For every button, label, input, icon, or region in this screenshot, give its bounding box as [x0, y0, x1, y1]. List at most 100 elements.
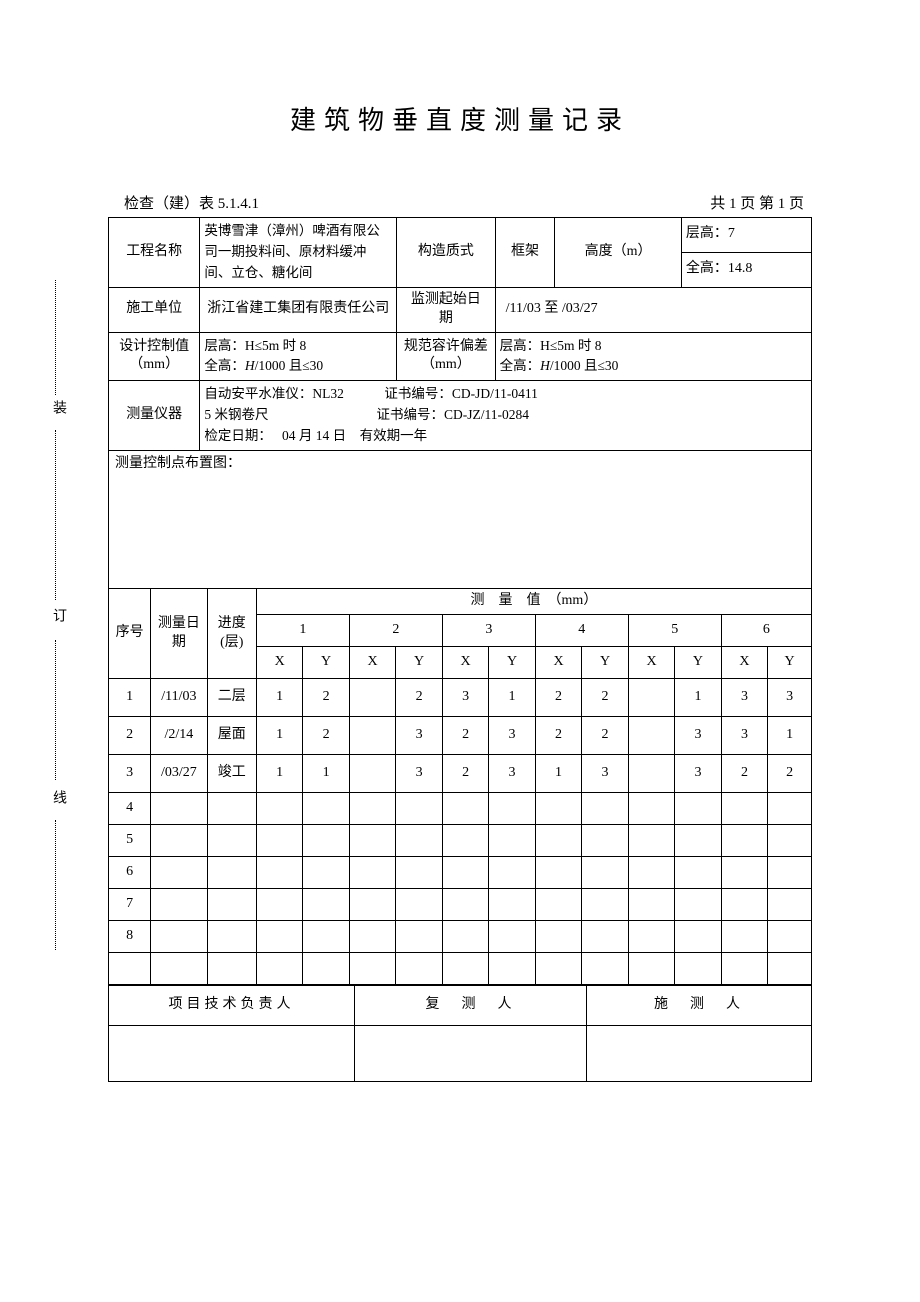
cell-value [489, 889, 535, 921]
instrument-value: 自动安平水准仪：NL32 证书编号：CD-JD/11-0411 5 米钢卷尺 证… [200, 381, 812, 451]
cell-value: 1 [535, 755, 581, 793]
cell-value [675, 825, 721, 857]
ctrl-pt-layout-area [109, 478, 812, 588]
table-row: 1/11/03二层1223122133 [109, 679, 812, 717]
measurement-table: 序号 测量日期 进度(层) 测 量 值 （mm） 1 2 3 4 5 6 XY … [108, 588, 812, 985]
table-row: 7 [109, 889, 812, 921]
side-char-zhuang: 装 [48, 400, 68, 418]
spec-tol-value: 层高：H≤5m 时 8 全高：H/1000 且≤30 [495, 332, 811, 381]
cell-seq: 6 [109, 857, 151, 889]
xy-header: X [256, 647, 302, 679]
contractor: 浙江省建工集团有限责任公司 [200, 287, 397, 332]
cell-value [396, 953, 442, 985]
table-row: 6 [109, 857, 812, 889]
xy-header: X [535, 647, 581, 679]
table-row: 8 [109, 921, 812, 953]
cell-seq [109, 953, 151, 985]
cell-seq: 7 [109, 889, 151, 921]
cell-seq: 2 [109, 717, 151, 755]
cell-value [582, 953, 628, 985]
cell-value [256, 921, 302, 953]
label-rechecker: 复 测 人 [355, 986, 587, 1026]
info-table: 工程名称 英博雪津（漳州）啤酒有限公司一期投料间、原材料缓冲间、立仓、糖化间 构… [108, 217, 812, 588]
cell-value [582, 793, 628, 825]
cell-value [721, 889, 767, 921]
cell-seq: 8 [109, 921, 151, 953]
point-3: 3 [442, 615, 535, 647]
label-height-m: 高度（m） [555, 218, 682, 288]
cell-value: 1 [675, 679, 721, 717]
cell-date [151, 793, 207, 825]
point-1: 1 [256, 615, 349, 647]
cell-floor: 二层 [207, 679, 256, 717]
document-title: 建筑物垂直度测量记录 [108, 100, 812, 137]
label-structure-type: 构造质式 [397, 218, 495, 288]
cell-value [675, 953, 721, 985]
cell-value [768, 921, 812, 953]
xy-header: Y [675, 647, 721, 679]
cell-date: /11/03 [151, 679, 207, 717]
cell-value [721, 793, 767, 825]
total-height: 14.8 [728, 261, 753, 276]
xy-header: Y [303, 647, 349, 679]
cell-value [303, 857, 349, 889]
label-spec-tol: 规范容许偏差（mm） [397, 332, 495, 381]
cell-value [349, 889, 395, 921]
cell-value: 3 [489, 755, 535, 793]
page-info: 共 1 页 第 1 页 [710, 192, 804, 213]
design-ctrl-value: 层高：H≤5m 时 8 全高：H/1000 且≤30 [200, 332, 397, 381]
point-4: 4 [535, 615, 628, 647]
cell-value [721, 857, 767, 889]
cell-value: 3 [489, 717, 535, 755]
cell-date [151, 953, 207, 985]
cell-value [303, 953, 349, 985]
cell-value: 2 [442, 717, 488, 755]
label-design-ctrl: 设计控制值（mm） [109, 332, 200, 381]
xy-header: Y [582, 647, 628, 679]
cell-floor [207, 793, 256, 825]
cell-value [256, 889, 302, 921]
label-floor: 进度(层) [207, 589, 256, 679]
cell-value [256, 793, 302, 825]
cell-value [535, 921, 581, 953]
table-row: 2/2/14屋面1232322331 [109, 717, 812, 755]
monitor-period: /11/03 至 /03/27 [495, 287, 811, 332]
xy-header: Y [489, 647, 535, 679]
total-height-cell: 全高：14.8 [681, 252, 811, 287]
cell-value: 3 [396, 755, 442, 793]
cell-value [303, 889, 349, 921]
label-pm: 项目技术负责人 [109, 986, 355, 1026]
cell-value [489, 921, 535, 953]
cell-value: 2 [396, 679, 442, 717]
cell-value [442, 857, 488, 889]
point-5: 5 [628, 615, 721, 647]
cell-value [675, 889, 721, 921]
cell-value [675, 921, 721, 953]
cell-value [582, 889, 628, 921]
cell-floor [207, 953, 256, 985]
cell-value [256, 857, 302, 889]
side-dots [55, 820, 56, 950]
side-dots [55, 430, 56, 600]
cell-value: 1 [768, 717, 812, 755]
cell-floor [207, 857, 256, 889]
cell-value [628, 755, 674, 793]
cell-value: 3 [675, 755, 721, 793]
cell-value [256, 953, 302, 985]
cell-value [396, 889, 442, 921]
side-dots [55, 280, 56, 395]
cell-seq: 1 [109, 679, 151, 717]
cell-value [721, 825, 767, 857]
table-row: 5 [109, 825, 812, 857]
xy-header: Y [768, 647, 812, 679]
point-6: 6 [721, 615, 811, 647]
label-surveyor: 施 测 人 [587, 986, 812, 1026]
label-date: 测量日期 [151, 589, 207, 679]
cell-value [303, 921, 349, 953]
cell-value [628, 793, 674, 825]
cell-floor [207, 921, 256, 953]
cell-value [768, 825, 812, 857]
side-dots [55, 640, 56, 780]
cell-value [582, 825, 628, 857]
sig-surveyor [587, 1026, 812, 1082]
